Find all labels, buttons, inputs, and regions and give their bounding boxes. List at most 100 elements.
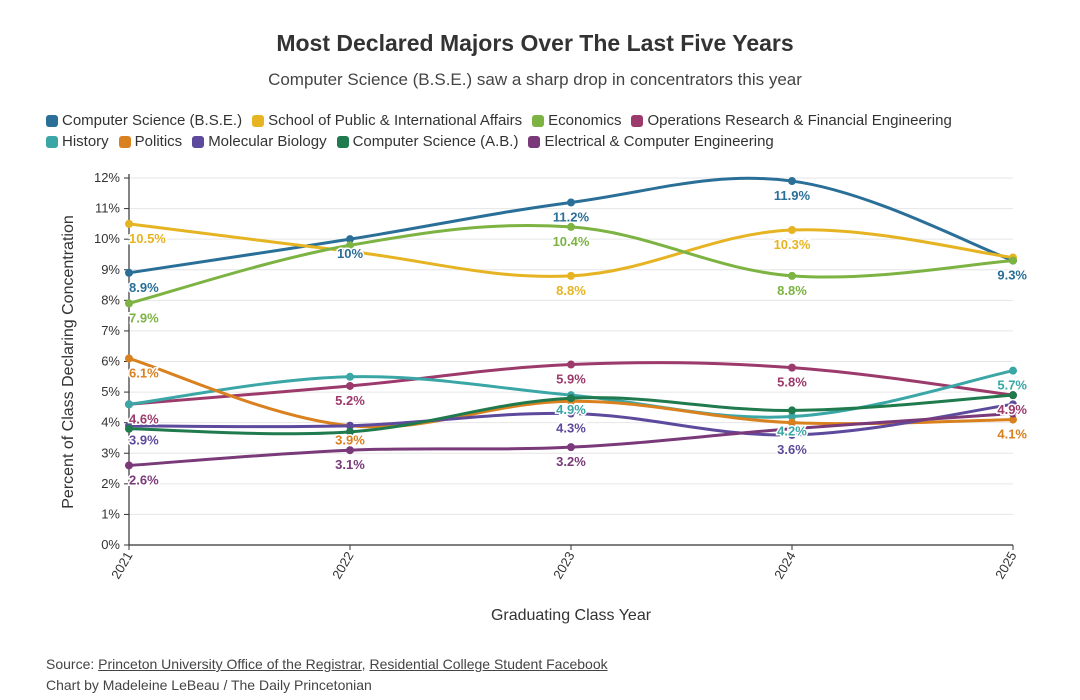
data-label-history-2023: 4.9% (556, 402, 586, 417)
data-label-operations-research-financial-engineering-2021: 4.6% (129, 411, 159, 426)
legend-swatch (192, 135, 205, 148)
legend-item-history[interactable]: History (46, 131, 109, 152)
y-tick-label: 5% (101, 384, 120, 399)
legend-item-computer-science-a-b[interactable]: Computer Science (A.B.) (336, 131, 518, 152)
data-point-computer-science-b-s-e-2022[interactable] (346, 235, 354, 244)
data-point-operations-research-financial-engineering-2024[interactable] (788, 363, 796, 372)
data-point-school-of-public-international-affairs-2024[interactable] (788, 225, 796, 234)
legend-item-electrical-computer-engineering[interactable]: Electrical & Computer Engineering (528, 131, 774, 152)
data-point-school-of-public-international-affairs-2023[interactable] (567, 271, 575, 280)
data-point-computer-science-a-b-2025[interactable] (1009, 391, 1017, 400)
legend-swatch (532, 114, 545, 127)
line-chart: 0% 1% 2% 3% 4% 5% 6% 7% 8% 9% 10% 11% 12% 2021 2022 202… (60, 170, 1029, 624)
y-tick-label: 4% (101, 415, 120, 430)
legend-swatch (631, 114, 644, 127)
y-axis-label: Percent of Class Declaring Concentration (60, 215, 77, 508)
data-point-computer-science-b-s-e-2021[interactable] (125, 268, 133, 277)
data-label-molecular-biology-2024: 3.6% (777, 442, 807, 457)
data-point-electrical-computer-engineering-2023[interactable] (567, 443, 575, 452)
data-label-electrical-computer-engineering-2021: 2.6% (129, 472, 159, 487)
y-tick-label: 6% (101, 354, 120, 369)
source-separator: , (361, 656, 370, 672)
source-link-registrar[interactable]: Princeton University Office of the Regis… (98, 656, 362, 672)
legend-item-operations-research-financial-engineering[interactable]: Operations Research & Financial Engineer… (631, 110, 952, 131)
legend-swatch (46, 114, 58, 127)
legend-item-economics[interactable]: Economics (532, 110, 621, 131)
data-label-molecular-biology-2021: 3.9% (129, 433, 159, 448)
data-point-molecular-biology-2022[interactable] (346, 421, 354, 430)
data-point-electrical-computer-engineering-2021[interactable] (125, 461, 133, 470)
data-point-computer-science-a-b-2021[interactable] (125, 424, 133, 433)
legend-label: Operations Research & Financial Engineer… (647, 112, 952, 129)
data-label-computer-science-b-s-e-2023: 11.2% (553, 209, 590, 224)
series-line-school-of-public-international-affairs (127, 222, 1015, 278)
legend-swatch (118, 135, 131, 148)
data-label-computer-science-b-s-e-2024: 11.9% (774, 188, 811, 203)
legend-swatch (46, 135, 58, 148)
data-label-electrical-computer-engineering-2023: 3.2% (556, 454, 586, 469)
legend-item-politics[interactable]: Politics (118, 131, 183, 152)
source-line: Source: Princeton University Office of t… (46, 654, 608, 675)
data-point-electrical-computer-engineering-2024[interactable] (788, 424, 796, 433)
legend-swatch (336, 135, 349, 148)
data-label-economics-2023: 10.4% (553, 234, 590, 249)
y-tick-label: 1% (101, 506, 120, 521)
legend-item-school-of-public-international-affairs[interactable]: School of Public & International Affairs (252, 110, 522, 131)
data-point-molecular-biology-2025[interactable] (1009, 400, 1017, 409)
data-labels: 8.9% 10% 11.2% 11.9% 9.3% 10.5% 8.8% 10.3% 7.9% 1… (128, 187, 1029, 489)
chart-legend: Computer Science (B.S.E.) School of Publi… (46, 110, 1046, 152)
legend-item-molecular-biology[interactable]: Molecular Biology (192, 131, 327, 152)
data-point-school-of-public-international-affairs-2022[interactable] (346, 247, 354, 256)
source-link-facebook[interactable]: Residential College Student Facebook (369, 656, 608, 672)
legend-item-computer-science-b-s-e[interactable]: Computer Science (B.S.E.) (46, 110, 242, 131)
data-point-economics-2022[interactable] (346, 241, 354, 250)
y-tick-label: 0% (101, 537, 120, 552)
data-label-molecular-biology-2023: 4.3% (556, 420, 586, 435)
data-point-computer-science-a-b-2022[interactable] (346, 427, 354, 436)
data-point-history-2021[interactable] (125, 400, 133, 409)
legend-label: Economics (548, 112, 622, 129)
legend-label: History (62, 133, 109, 150)
data-point-molecular-biology-2024[interactable] (788, 430, 796, 439)
data-label-economics-2024: 8.8% (777, 283, 807, 298)
data-point-history-2025[interactable] (1009, 366, 1017, 375)
data-point-politics-2021[interactable] (125, 354, 133, 363)
data-point-politics-2024[interactable] (788, 418, 796, 427)
x-tick-label: 2022 (329, 549, 356, 582)
source-prefix: Source: (46, 656, 99, 672)
y-tick-label: 7% (101, 323, 120, 338)
data-point-computer-science-b-s-e-2024[interactable] (788, 177, 796, 186)
chart-footer: Source: Princeton University Office of t… (46, 654, 608, 696)
chart-title: Most Declared Majors Over The Last Five … (276, 30, 794, 56)
y-tick-label: 3% (101, 445, 120, 460)
data-point-computer-science-a-b-2023[interactable] (567, 394, 575, 403)
data-point-computer-science-a-b-2024[interactable] (788, 406, 796, 415)
chart-credit: Chart by Madeleine LeBeau / The Daily Pr… (46, 677, 372, 693)
data-label-politics-2021: 6.1% (129, 365, 159, 380)
data-point-electrical-computer-engineering-2022[interactable] (346, 446, 354, 455)
data-point-molecular-biology-2023[interactable] (567, 409, 575, 418)
data-point-operations-research-financial-engineering-2022[interactable] (346, 381, 354, 390)
x-axis-label: Graduating Class Year (491, 607, 652, 624)
data-label-operations-research-financial-engineering-2023: 5.9% (556, 372, 586, 387)
data-point-operations-research-financial-engineering-2023[interactable] (567, 360, 575, 369)
x-tick-label: 2025 (992, 549, 1019, 582)
data-point-history-2022[interactable] (346, 372, 354, 381)
data-label-computer-science-b-s-e-2022: 10% (337, 246, 363, 261)
data-point-electrical-computer-engineering-2025[interactable] (1009, 409, 1017, 418)
data-point-school-of-public-international-affairs-2021[interactable] (125, 219, 133, 228)
data-point-computer-science-b-s-e-2023[interactable] (567, 198, 575, 207)
data-point-economics-2021[interactable] (125, 299, 133, 308)
y-tick-label: 12% (94, 170, 120, 185)
x-tick-label: 2024 (771, 549, 798, 582)
data-label-history-2025: 5.7% (997, 378, 1027, 393)
legend-label: Politics (134, 133, 183, 150)
data-point-economics-2025[interactable] (1009, 256, 1017, 265)
data-point-economics-2024[interactable] (788, 271, 796, 280)
data-point-economics-2023[interactable] (567, 222, 575, 231)
data-point-history-2024[interactable] (788, 412, 796, 421)
data-label-politics-2022: 3.9% (335, 433, 365, 448)
legend-row: Computer Science (B.S.E.) School of Publi… (46, 110, 1046, 131)
data-point-politics-2025[interactable] (1009, 415, 1017, 424)
data-label-school-of-public-international-affairs-2021: 10.5% (129, 231, 166, 246)
